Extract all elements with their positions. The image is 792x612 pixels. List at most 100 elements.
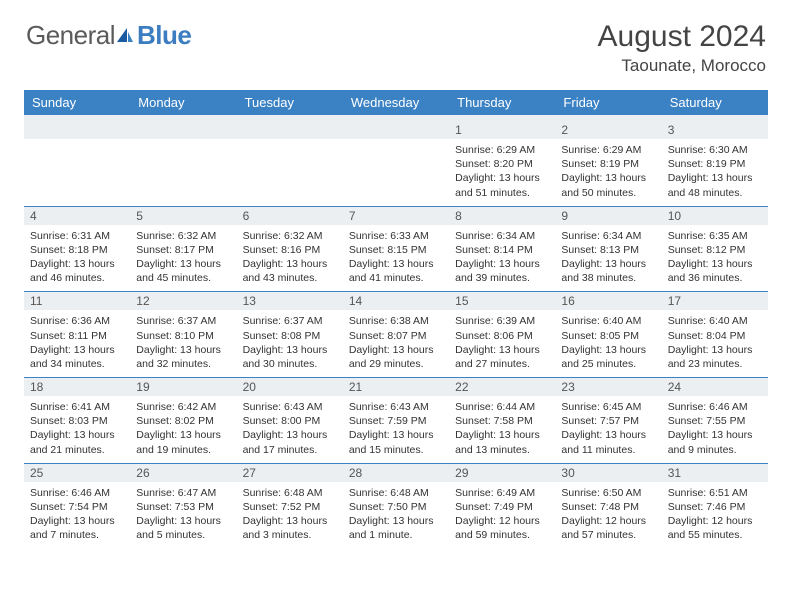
empty-daynum	[130, 121, 236, 139]
sunrise-text: Sunrise: 6:32 AM	[243, 229, 337, 243]
day-number: 22	[449, 378, 555, 396]
day-number: 23	[555, 378, 661, 396]
daylight-text: Daylight: 13 hours and 13 minutes.	[455, 428, 549, 456]
sunrise-text: Sunrise: 6:37 AM	[243, 314, 337, 328]
sunset-text: Sunset: 7:55 PM	[668, 414, 762, 428]
daylight-text: Daylight: 13 hours and 48 minutes.	[668, 171, 762, 199]
week-row: 18Sunrise: 6:41 AMSunset: 8:03 PMDayligh…	[24, 378, 768, 464]
day-number: 27	[237, 464, 343, 482]
sunset-text: Sunset: 8:04 PM	[668, 329, 762, 343]
daylight-text: Daylight: 13 hours and 30 minutes.	[243, 343, 337, 371]
day-number: 24	[662, 378, 768, 396]
day-data: Sunrise: 6:50 AMSunset: 7:48 PMDaylight:…	[555, 482, 661, 549]
day-data: Sunrise: 6:35 AMSunset: 8:12 PMDaylight:…	[662, 225, 768, 292]
page-title: August 2024	[598, 20, 766, 54]
day-number: 8	[449, 207, 555, 225]
week-row: 25Sunrise: 6:46 AMSunset: 7:54 PMDayligh…	[24, 464, 768, 549]
day-cell: 14Sunrise: 6:38 AMSunset: 8:07 PMDayligh…	[343, 292, 449, 377]
day-number: 10	[662, 207, 768, 225]
dayname-row: SundayMondayTuesdayWednesdayThursdayFrid…	[24, 90, 768, 115]
day-number: 14	[343, 292, 449, 310]
day-number: 5	[130, 207, 236, 225]
sunset-text: Sunset: 7:46 PM	[668, 500, 762, 514]
day-data: Sunrise: 6:30 AMSunset: 8:19 PMDaylight:…	[662, 139, 768, 206]
location: Taounate, Morocco	[598, 56, 766, 76]
sunset-text: Sunset: 7:48 PM	[561, 500, 655, 514]
logo-text-right: Blue	[137, 20, 191, 51]
sunset-text: Sunset: 8:10 PM	[136, 329, 230, 343]
day-data: Sunrise: 6:36 AMSunset: 8:11 PMDaylight:…	[24, 310, 130, 377]
day-number: 25	[24, 464, 130, 482]
day-number: 31	[662, 464, 768, 482]
day-data: Sunrise: 6:40 AMSunset: 8:04 PMDaylight:…	[662, 310, 768, 377]
empty-cell	[237, 121, 343, 206]
sunset-text: Sunset: 8:08 PM	[243, 329, 337, 343]
empty-daynum	[237, 121, 343, 139]
day-data: Sunrise: 6:48 AMSunset: 7:52 PMDaylight:…	[237, 482, 343, 549]
sunset-text: Sunset: 7:52 PM	[243, 500, 337, 514]
sunrise-text: Sunrise: 6:37 AM	[136, 314, 230, 328]
sunrise-text: Sunrise: 6:43 AM	[243, 400, 337, 414]
sunset-text: Sunset: 8:17 PM	[136, 243, 230, 257]
day-data: Sunrise: 6:31 AMSunset: 8:18 PMDaylight:…	[24, 225, 130, 292]
day-data: Sunrise: 6:47 AMSunset: 7:53 PMDaylight:…	[130, 482, 236, 549]
daylight-text: Daylight: 13 hours and 34 minutes.	[30, 343, 124, 371]
sunrise-text: Sunrise: 6:50 AM	[561, 486, 655, 500]
dayname: Thursday	[449, 90, 555, 115]
dayname: Saturday	[662, 90, 768, 115]
day-number: 6	[237, 207, 343, 225]
header: General Blue August 2024 Taounate, Moroc…	[0, 0, 792, 84]
sunrise-text: Sunrise: 6:40 AM	[668, 314, 762, 328]
day-number: 15	[449, 292, 555, 310]
day-cell: 17Sunrise: 6:40 AMSunset: 8:04 PMDayligh…	[662, 292, 768, 377]
daylight-text: Daylight: 13 hours and 32 minutes.	[136, 343, 230, 371]
sunrise-text: Sunrise: 6:34 AM	[561, 229, 655, 243]
sail-icon	[115, 26, 135, 46]
week-row: 4Sunrise: 6:31 AMSunset: 8:18 PMDaylight…	[24, 207, 768, 293]
day-cell: 3Sunrise: 6:30 AMSunset: 8:19 PMDaylight…	[662, 121, 768, 206]
day-data: Sunrise: 6:37 AMSunset: 8:10 PMDaylight:…	[130, 310, 236, 377]
dayname: Friday	[555, 90, 661, 115]
sunrise-text: Sunrise: 6:40 AM	[561, 314, 655, 328]
daylight-text: Daylight: 12 hours and 59 minutes.	[455, 514, 549, 542]
sunset-text: Sunset: 8:19 PM	[668, 157, 762, 171]
day-data: Sunrise: 6:46 AMSunset: 7:54 PMDaylight:…	[24, 482, 130, 549]
day-cell: 18Sunrise: 6:41 AMSunset: 8:03 PMDayligh…	[24, 378, 130, 463]
day-data: Sunrise: 6:43 AMSunset: 7:59 PMDaylight:…	[343, 396, 449, 463]
day-number: 4	[24, 207, 130, 225]
sunset-text: Sunset: 8:00 PM	[243, 414, 337, 428]
sunset-text: Sunset: 8:07 PM	[349, 329, 443, 343]
sunset-text: Sunset: 8:19 PM	[561, 157, 655, 171]
sunset-text: Sunset: 8:02 PM	[136, 414, 230, 428]
sunrise-text: Sunrise: 6:38 AM	[349, 314, 443, 328]
day-cell: 31Sunrise: 6:51 AMSunset: 7:46 PMDayligh…	[662, 464, 768, 549]
sunrise-text: Sunrise: 6:39 AM	[455, 314, 549, 328]
daylight-text: Daylight: 13 hours and 51 minutes.	[455, 171, 549, 199]
sunset-text: Sunset: 8:15 PM	[349, 243, 443, 257]
sunrise-text: Sunrise: 6:47 AM	[136, 486, 230, 500]
sunrise-text: Sunrise: 6:45 AM	[561, 400, 655, 414]
daylight-text: Daylight: 13 hours and 43 minutes.	[243, 257, 337, 285]
day-cell: 6Sunrise: 6:32 AMSunset: 8:16 PMDaylight…	[237, 207, 343, 292]
daylight-text: Daylight: 13 hours and 19 minutes.	[136, 428, 230, 456]
day-cell: 19Sunrise: 6:42 AMSunset: 8:02 PMDayligh…	[130, 378, 236, 463]
sunrise-text: Sunrise: 6:33 AM	[349, 229, 443, 243]
day-cell: 1Sunrise: 6:29 AMSunset: 8:20 PMDaylight…	[449, 121, 555, 206]
day-data: Sunrise: 6:34 AMSunset: 8:14 PMDaylight:…	[449, 225, 555, 292]
sunset-text: Sunset: 8:06 PM	[455, 329, 549, 343]
daylight-text: Daylight: 13 hours and 15 minutes.	[349, 428, 443, 456]
sunset-text: Sunset: 7:57 PM	[561, 414, 655, 428]
logo-text-left: General	[26, 20, 115, 51]
day-number: 2	[555, 121, 661, 139]
day-cell: 20Sunrise: 6:43 AMSunset: 8:00 PMDayligh…	[237, 378, 343, 463]
day-data: Sunrise: 6:29 AMSunset: 8:20 PMDaylight:…	[449, 139, 555, 206]
daylight-text: Daylight: 13 hours and 45 minutes.	[136, 257, 230, 285]
week-row: 11Sunrise: 6:36 AMSunset: 8:11 PMDayligh…	[24, 292, 768, 378]
day-cell: 26Sunrise: 6:47 AMSunset: 7:53 PMDayligh…	[130, 464, 236, 549]
day-data: Sunrise: 6:38 AMSunset: 8:07 PMDaylight:…	[343, 310, 449, 377]
day-number: 16	[555, 292, 661, 310]
dayname: Tuesday	[237, 90, 343, 115]
sunrise-text: Sunrise: 6:49 AM	[455, 486, 549, 500]
day-cell: 2Sunrise: 6:29 AMSunset: 8:19 PMDaylight…	[555, 121, 661, 206]
day-data: Sunrise: 6:46 AMSunset: 7:55 PMDaylight:…	[662, 396, 768, 463]
